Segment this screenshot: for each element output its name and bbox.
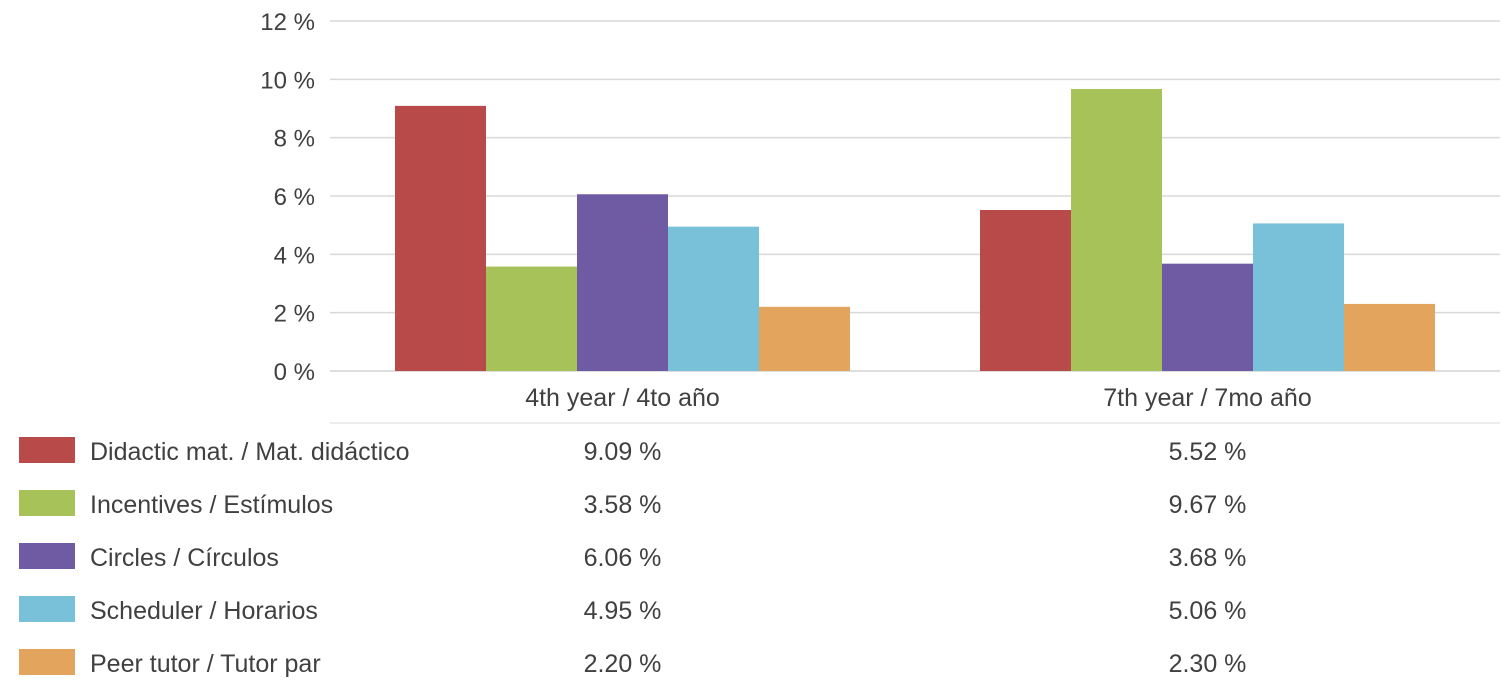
bar bbox=[1071, 88, 1162, 371]
data-label: 4.95 % bbox=[584, 597, 662, 625]
bar bbox=[486, 266, 577, 371]
legend-label: Incentives / Estímulos bbox=[90, 491, 333, 519]
data-label: 5.52 % bbox=[1169, 438, 1247, 466]
category-label: 4th year / 4to año bbox=[525, 384, 720, 412]
legend-swatch bbox=[19, 596, 75, 622]
data-label: 9.67 % bbox=[1169, 491, 1247, 519]
y-axis-ticks: 0 % 2 % 4 % 6 % 8 % 10 % 12 % bbox=[260, 9, 315, 386]
y-tick-label: 6 % bbox=[274, 184, 315, 211]
data-label: 3.58 % bbox=[584, 491, 662, 519]
data-label: 3.68 % bbox=[1169, 544, 1247, 572]
bar bbox=[980, 210, 1071, 371]
legend-swatch bbox=[19, 437, 75, 463]
y-tick-label: 4 % bbox=[274, 242, 315, 269]
legend-swatch bbox=[19, 490, 75, 516]
data-label: 5.06 % bbox=[1169, 597, 1247, 625]
bar bbox=[1253, 223, 1344, 371]
data-label: 9.09 % bbox=[584, 438, 662, 466]
bar bbox=[1344, 303, 1435, 371]
y-tick-label: 2 % bbox=[274, 301, 315, 328]
data-label: 2.20 % bbox=[584, 650, 662, 678]
y-tick-label: 10 % bbox=[260, 67, 315, 94]
bar bbox=[395, 105, 486, 371]
data-table: Didactic mat. / Mat. didáctico 9.09 % 5.52… bbox=[19, 422, 1500, 678]
y-tick-label: 0 % bbox=[274, 359, 315, 386]
y-tick-label: 12 % bbox=[260, 9, 315, 36]
bar bbox=[577, 194, 668, 371]
bars bbox=[395, 88, 1435, 371]
data-label: 2.30 % bbox=[1169, 650, 1247, 678]
legend-label: Circles / Círculos bbox=[90, 544, 279, 572]
legend-label: Peer tutor / Tutor par bbox=[90, 650, 321, 678]
legend-swatch bbox=[19, 543, 75, 569]
data-label: 6.06 % bbox=[584, 544, 662, 572]
y-tick-label: 8 % bbox=[274, 126, 315, 153]
category-labels: 4th year / 4to año 7th year / 7mo año bbox=[525, 384, 1312, 412]
legend-label: Didactic mat. / Mat. didáctico bbox=[90, 438, 410, 466]
legend-label: Scheduler / Horarios bbox=[90, 597, 318, 625]
bar bbox=[759, 306, 850, 371]
bar bbox=[668, 226, 759, 371]
category-label: 7th year / 7mo año bbox=[1103, 384, 1311, 412]
bar bbox=[1162, 263, 1253, 371]
legend-swatch bbox=[19, 649, 75, 675]
